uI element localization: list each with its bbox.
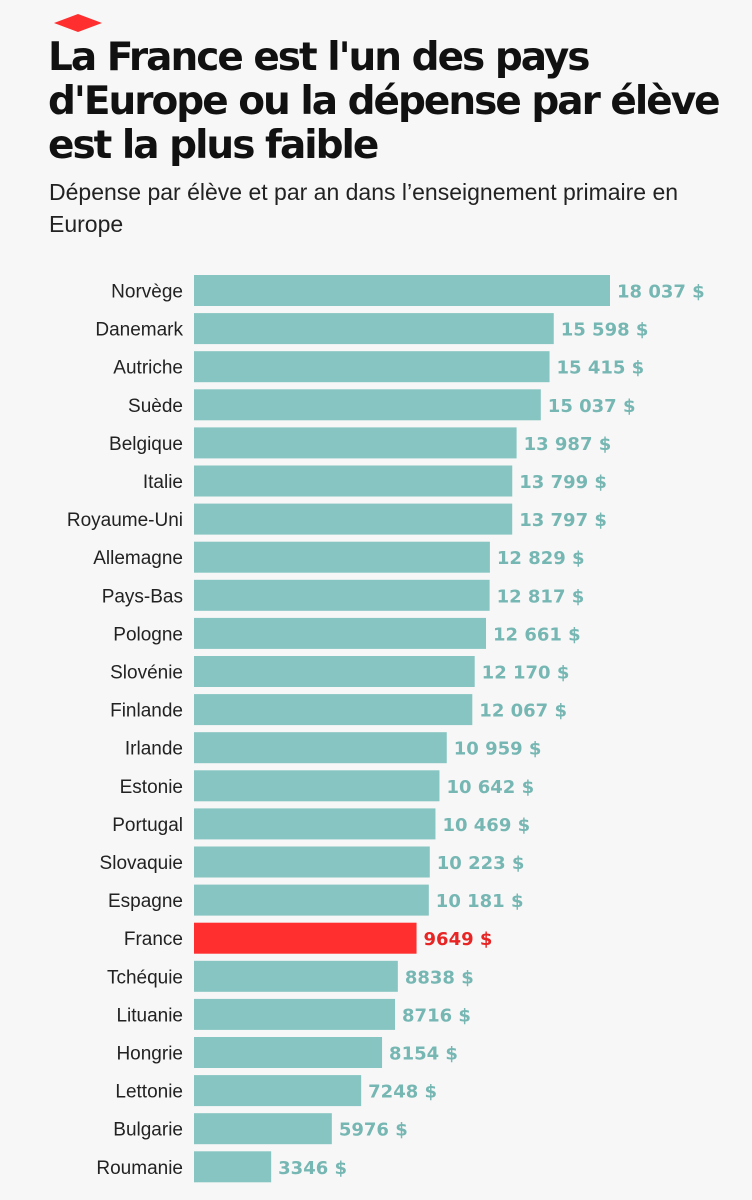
value-label: 12 067 $	[479, 701, 567, 722]
bar	[194, 617, 487, 649]
bar	[194, 1113, 332, 1145]
category-label: France	[124, 929, 183, 950]
value-label: 12 817 $	[497, 586, 585, 607]
bar	[194, 351, 550, 383]
value-label: 9649 $	[424, 929, 493, 950]
category-label: Finlande	[110, 701, 183, 722]
value-label: 3346 $	[278, 1158, 347, 1179]
value-label: 8838 $	[405, 967, 474, 988]
category-label: Royaume-Uni	[67, 510, 183, 531]
category-label: Slovaquie	[100, 853, 183, 874]
value-label: 10 642 $	[446, 777, 534, 798]
bar	[194, 579, 490, 611]
value-label: 12 661 $	[493, 624, 581, 645]
value-label: 10 959 $	[454, 739, 542, 760]
bar	[194, 1151, 272, 1183]
bar	[194, 465, 513, 497]
value-label: 12 170 $	[482, 663, 570, 684]
category-label: Suède	[128, 396, 183, 417]
value-label: 10 469 $	[442, 815, 530, 836]
bar	[194, 732, 447, 764]
value-label: 5976 $	[339, 1120, 408, 1141]
bar	[194, 1075, 362, 1107]
bar	[194, 998, 396, 1030]
category-label: Portugal	[112, 815, 183, 836]
value-label: 7248 $	[368, 1082, 437, 1103]
category-label: Autriche	[113, 358, 183, 379]
value-label: 13 797 $	[519, 510, 607, 531]
category-label: Slovénie	[110, 663, 183, 684]
value-label: 15 598 $	[561, 320, 649, 341]
category-label: Roumanie	[96, 1158, 183, 1179]
bar	[194, 313, 554, 345]
bar	[194, 389, 541, 421]
value-label: 15 415 $	[557, 358, 645, 379]
category-label: Lettonie	[115, 1082, 183, 1103]
category-label: Estonie	[120, 777, 183, 798]
category-label: Pays-Bas	[102, 586, 183, 607]
category-label: Norvège	[111, 282, 183, 303]
category-label: Hongrie	[116, 1044, 183, 1065]
category-label: Espagne	[108, 891, 183, 912]
bar	[194, 808, 436, 840]
bar	[194, 503, 513, 535]
bar	[194, 427, 517, 459]
value-label: 13 987 $	[524, 434, 612, 455]
bar	[194, 770, 440, 802]
bar	[194, 656, 475, 687]
value-label: 13 799 $	[519, 472, 607, 493]
category-label: Allemagne	[93, 548, 183, 569]
bar	[194, 541, 490, 573]
bar	[194, 275, 610, 306]
value-label: 18 037 $	[617, 282, 705, 303]
bar	[194, 960, 398, 992]
chart-title: La France est l'un des pays d'Europe ou …	[48, 35, 721, 168]
value-label: 12 829 $	[497, 548, 585, 569]
bar-chart: Norvège 18 037 $ Danemark 15 598 $ Autriche 1…	[67, 275, 705, 1183]
value-label: 8154 $	[389, 1044, 458, 1065]
bar	[194, 884, 429, 916]
bar	[194, 846, 430, 878]
category-label: Pologne	[113, 624, 183, 645]
category-label: Lituanie	[116, 1005, 183, 1026]
value-label: 10 181 $	[436, 891, 524, 912]
value-label: 10 223 $	[437, 853, 525, 874]
category-label: Tchéquie	[107, 967, 183, 988]
logo-diamond-icon	[54, 14, 102, 32]
bar	[194, 1037, 383, 1068]
category-label: Danemark	[95, 320, 183, 341]
value-label: 8716 $	[402, 1005, 471, 1026]
value-label: 15 037 $	[548, 396, 636, 417]
category-label: Irlande	[125, 739, 183, 760]
category-label: Belgique	[109, 434, 183, 455]
chart-subtitle: Dépense par élève et par an dans l’ensei…	[49, 179, 679, 237]
category-label: Bulgarie	[113, 1120, 183, 1141]
bar	[194, 694, 473, 726]
category-label: Italie	[143, 472, 183, 493]
bar-highlight	[194, 922, 417, 954]
